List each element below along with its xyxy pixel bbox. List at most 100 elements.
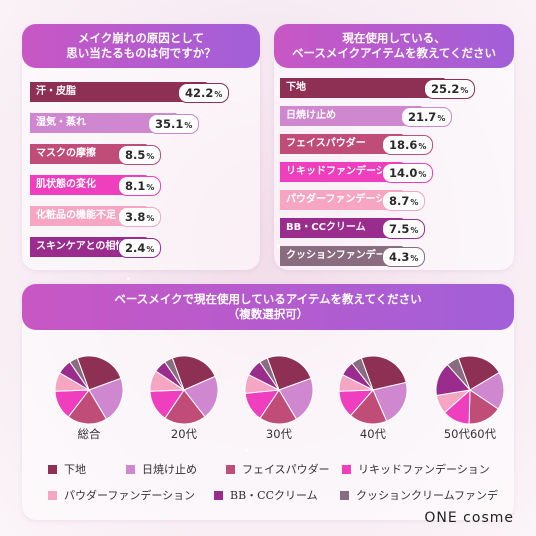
bar xyxy=(280,134,404,154)
bar-row: フェイスパウダー 18.6% xyxy=(280,134,508,155)
legend-item: 日焼け止め xyxy=(126,462,197,476)
right-chart-title-line1: 現在使用している、 xyxy=(342,31,446,45)
legend-swatch xyxy=(48,490,57,500)
right-chart-title-line2: ベースメイクアイテムを教えてください xyxy=(291,46,497,60)
legend-label: 下地 xyxy=(64,463,86,476)
bar-row: BB・CCクリーム 7.5% xyxy=(280,218,508,239)
bar-value-label: 3.8% xyxy=(118,207,162,227)
bar xyxy=(280,106,423,126)
bar-value-label: 7.5% xyxy=(382,219,426,239)
bar-value-label: 18.6% xyxy=(382,135,434,155)
right-chart-panel: 現在使用している、 ベースメイクアイテムを教えてください 下地 25.2% 日焼け止… xyxy=(274,24,514,270)
bar-value-label: 21.7% xyxy=(400,107,453,127)
pie-slice xyxy=(88,377,124,420)
legend-swatch xyxy=(342,464,351,474)
left-chart-title-line2: 思い当たるものは何ですか？ xyxy=(66,46,216,60)
pie-slice xyxy=(372,381,408,422)
bar-row: 下地 25.2% xyxy=(280,78,508,99)
bar-category-label: 肌状態の変化 xyxy=(36,179,96,190)
pie-slice xyxy=(164,389,206,425)
pie-label: 40代 xyxy=(359,427,387,441)
pie-charts xyxy=(54,355,505,425)
left-chart-title-line1: メイク崩れの原因として xyxy=(78,31,204,45)
legend-item: クッションクリームファンデ xyxy=(340,488,498,502)
legend-label: リキッドファンデーション xyxy=(358,463,490,476)
legend-swatch xyxy=(340,490,349,500)
bar xyxy=(280,246,404,266)
legend-item: リキッドファンデーション xyxy=(342,462,490,476)
bar-category-label: マスクの摩擦 xyxy=(36,148,96,159)
bottom-chart-title: ベースメイクで現在使用しているアイテムを教えてください （複数選択可） xyxy=(22,284,514,330)
bar-row: 肌状態の変化 8.1% xyxy=(30,175,254,196)
pie-slice xyxy=(69,357,90,391)
legend-swatch xyxy=(226,464,235,474)
bar-value-label: 35.1% xyxy=(148,114,200,134)
bottom-chart-title-line1: ベースメイクで現在使用しているアイテムを教えてください xyxy=(114,292,422,306)
bar-category-label: 汗・皮脂 xyxy=(36,86,76,97)
bar-value-label: 2.4% xyxy=(118,238,162,258)
bar-category-label: 化粧品の機能不足 xyxy=(36,210,116,221)
legend-label: BB・CCクリーム xyxy=(230,489,318,502)
legend-item: 下地 xyxy=(48,462,86,476)
bar xyxy=(280,162,404,182)
bar-category-label: パウダーファンデーション xyxy=(286,194,406,205)
bottom-chart-title-line2: （複数選択可） xyxy=(227,307,309,321)
bar xyxy=(280,190,404,210)
bar-category-label: スキンケアとの相性 xyxy=(36,241,126,252)
bar-value-label: 8.7% xyxy=(382,191,426,211)
left-chart-title: メイク崩れの原因として 思い当たるものは何ですか？ xyxy=(22,24,260,68)
pie-slice xyxy=(278,377,314,420)
pie-slice xyxy=(446,357,471,391)
pie-label: 50代60代 xyxy=(443,427,497,441)
pie-slice xyxy=(76,355,122,391)
legend-swatch xyxy=(214,490,223,500)
pie-slice xyxy=(360,355,407,391)
bar-value-label: 8.5% xyxy=(118,145,162,165)
bar-category-label: 日焼け止め xyxy=(286,110,336,121)
bar-category-label: 湿気・蒸れ xyxy=(36,117,86,128)
bar-row: リキッドファンデーション 14.0% xyxy=(280,162,508,183)
bar-row: 汗・皮脂 42.2% xyxy=(30,82,254,103)
pie-slice xyxy=(171,355,216,391)
pie-slice xyxy=(266,355,312,391)
legend-label: 日焼け止め xyxy=(142,463,197,476)
legend-swatch xyxy=(48,464,57,474)
one-cosme-logo: ONE cosme xyxy=(424,510,514,526)
bar-value-label: 14.0% xyxy=(382,163,434,183)
pie-slice xyxy=(183,375,219,418)
right-chart-title: 現在使用している、 ベースメイクアイテムを教えてください xyxy=(274,24,514,68)
bar xyxy=(280,218,404,238)
pie-slice xyxy=(67,389,108,425)
bar-value-label: 42.2% xyxy=(178,83,230,103)
pie-slice xyxy=(164,357,185,391)
legend-label: フェイスパウダー xyxy=(242,463,330,476)
legend-item: フェイスパウダー xyxy=(226,462,330,476)
bar-row: クッションファンデーション 4.3% xyxy=(280,246,508,267)
bar-row: 日焼け止め 21.7% xyxy=(280,106,508,127)
legend-label: クッションクリームファンデ xyxy=(356,489,499,502)
bar-row: パウダーファンデーション 8.7% xyxy=(280,190,508,211)
bar xyxy=(280,78,446,98)
pie-slice xyxy=(259,357,280,391)
pie-slice xyxy=(457,355,500,391)
pie-label: 総合 xyxy=(77,427,101,441)
bar-category-label: リキッドファンデーション xyxy=(286,166,406,177)
bar-row: マスクの摩擦 8.5% xyxy=(30,144,254,165)
bar-value-label: 25.2% xyxy=(424,79,476,99)
legend-label: パウダーファンデーション xyxy=(64,489,196,502)
bar-category-label: 下地 xyxy=(286,82,306,93)
legend-item: パウダーファンデーション xyxy=(48,488,195,502)
pie-slice xyxy=(351,357,374,391)
bar xyxy=(30,82,208,102)
pie-label: 30代 xyxy=(265,427,293,441)
pie-label: 20代 xyxy=(170,427,198,441)
bar xyxy=(30,113,179,133)
legend-item: BB・CCクリーム xyxy=(214,488,318,502)
bottom-chart-panel: ベースメイクで現在使用しているアイテムを教えてください （複数選択可） 総合 20… xyxy=(22,284,514,520)
bar-category-label: BB・CCクリーム xyxy=(286,222,366,233)
bar-row: 化粧品の機能不足 3.8% xyxy=(30,206,254,227)
bar-value-label: 8.1% xyxy=(118,176,162,196)
bar-row: 湿気・蒸れ 35.1% xyxy=(30,113,254,134)
bar-category-label: クッションファンデーション xyxy=(286,250,416,261)
right-bar-chart: 下地 25.2% 日焼け止め 21.7% フェイスパウダー 18.6% リキッドファンデーシ… xyxy=(280,78,508,268)
